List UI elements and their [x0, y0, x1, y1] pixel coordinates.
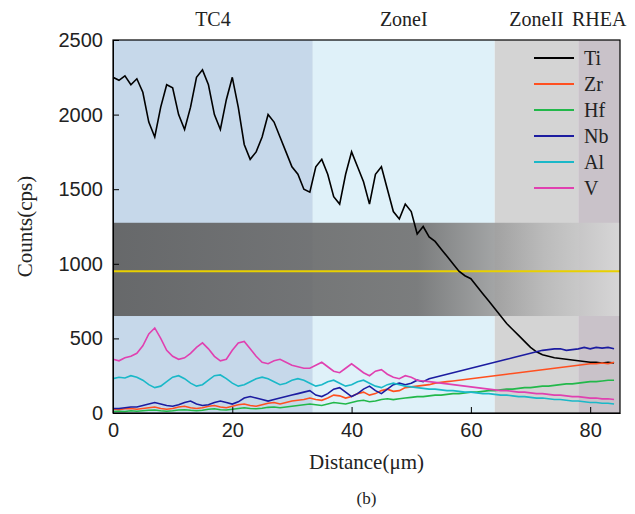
plot: 0 20 40 60 80 0 500 1000 1500 2000 2500 TC4 ZoneI Zon…: [59, 8, 627, 441]
y-tick: 2000: [59, 104, 120, 126]
x-axis-title: Distance(μm): [309, 450, 424, 474]
x-tick-label: 0: [108, 419, 119, 441]
zone-label: ZoneII: [509, 8, 563, 30]
caption: (b): [357, 489, 377, 508]
legend-swatch: [534, 161, 574, 163]
legend-label: Hf: [584, 99, 605, 121]
legend-swatch: [534, 187, 574, 189]
legend: Ti Zr Hf Nb Al V: [534, 47, 608, 199]
x-tick-label: 60: [460, 419, 482, 441]
x-tick: 40: [341, 407, 363, 441]
y-tick-label: 2000: [59, 104, 104, 126]
plot-content: [113, 40, 620, 413]
legend-label: Ti: [584, 47, 602, 69]
series-line: [113, 347, 614, 408]
y-tick-label: 1000: [59, 253, 104, 275]
x-tick-label: 80: [580, 419, 602, 441]
x-tick-label: 40: [341, 419, 363, 441]
scan-line: [113, 270, 620, 272]
y-tick-mark: [113, 40, 119, 41]
y-tick-label: 2500: [59, 29, 104, 51]
x-tick: 80: [580, 407, 602, 441]
y-tick-label: 0: [92, 402, 103, 424]
y-axis: 0 500 1000 1500 2000 2500: [59, 29, 120, 424]
series-line: [113, 380, 614, 411]
y-tick-label: 500: [70, 327, 103, 349]
legend-label: Zr: [584, 73, 603, 95]
legend-swatch: [534, 135, 574, 137]
sem-image: [113, 223, 620, 316]
y-tick-mark: [113, 338, 119, 339]
legend-label: Al: [584, 151, 604, 173]
series-line: [113, 375, 614, 404]
y-tick: 1500: [59, 178, 120, 200]
y-tick-mark: [113, 189, 119, 190]
y-tick: 0: [92, 402, 119, 424]
y-tick-label: 1500: [59, 178, 104, 200]
x-axis-line: [114, 413, 621, 414]
legend-swatch: [534, 109, 574, 111]
y-tick-mark: [113, 264, 119, 265]
y-tick: 500: [70, 327, 119, 349]
plot-frame: [113, 40, 620, 413]
x-tick-label: 20: [222, 419, 244, 441]
legend-swatch: [534, 57, 574, 59]
y-tick: 1000: [59, 253, 120, 275]
x-tick-mark: [352, 407, 353, 413]
y-axis-line: [113, 41, 114, 414]
x-tick-mark: [471, 407, 472, 413]
series-line: [113, 328, 614, 400]
y-axis-title: Counts(cps): [13, 176, 37, 278]
y-tick-mark: [113, 115, 119, 116]
x-axis: 0 20 40 60 80: [108, 407, 621, 441]
x-tick: 20: [222, 407, 244, 441]
series-line: [113, 70, 614, 363]
legend-label: Nb: [584, 125, 608, 147]
x-tick-mark: [232, 407, 233, 413]
zone-label: TC4: [195, 8, 231, 30]
x-tick-mark: [590, 407, 591, 413]
y-tick-mark: [113, 413, 119, 414]
y-tick: 2500: [59, 29, 120, 51]
zone-label: RHEA: [572, 8, 627, 30]
chart: 0 20 40 60 80 0 500 1000 1500 2000 2500 TC4 ZoneI Zon…: [0, 0, 635, 514]
x-tick: 60: [460, 407, 482, 441]
legend-swatch: [534, 83, 574, 85]
zone-label: ZoneI: [380, 8, 428, 30]
legend-label: V: [584, 177, 599, 199]
